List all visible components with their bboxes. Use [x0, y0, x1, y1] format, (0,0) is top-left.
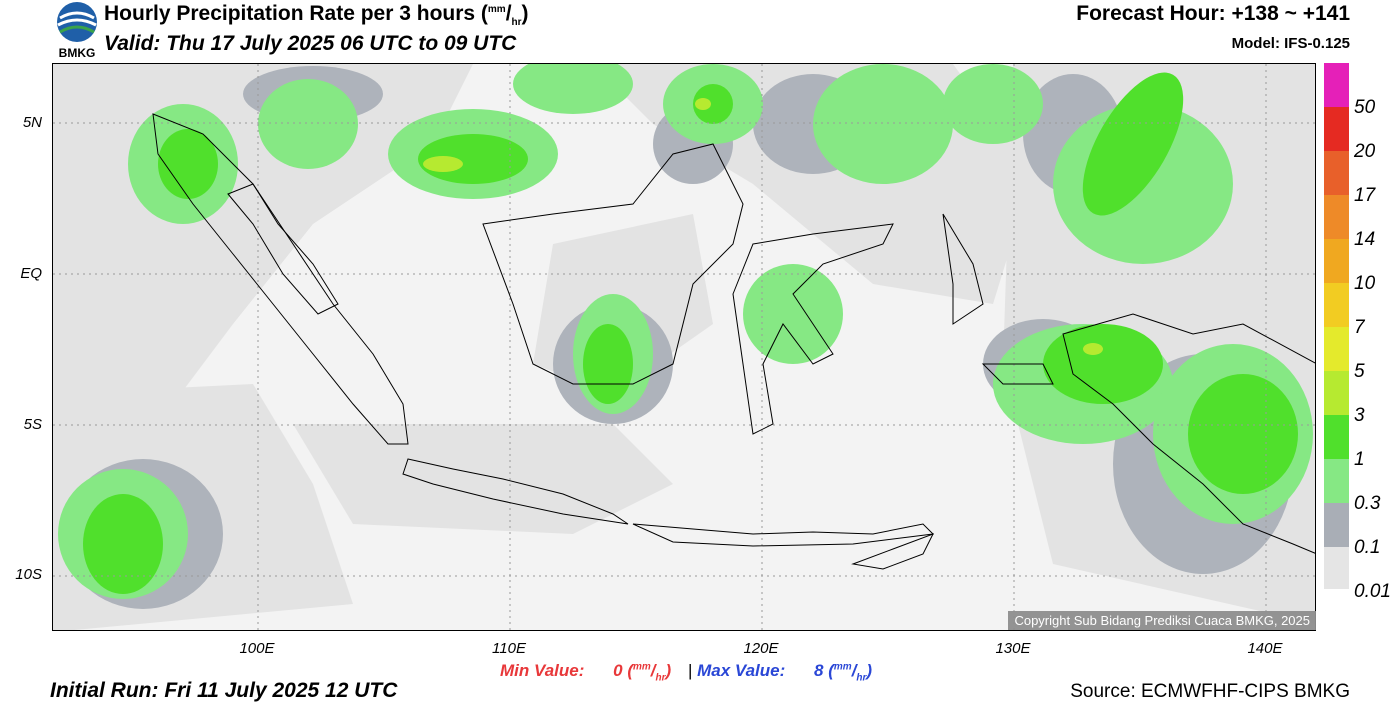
legend-swatch-1: [1324, 415, 1349, 459]
legend-swatch-0-1: [1324, 503, 1349, 547]
logo-text: BMKG: [58, 46, 96, 60]
min-unit: (mm/hr): [627, 661, 672, 684]
lat-label-5s: 5S: [23, 416, 42, 433]
lon-label-100e: 100E: [239, 640, 275, 657]
page-title: Hourly Precipitation Rate per 3 hours (m…: [104, 2, 529, 29]
min-label: Min Value:: [500, 661, 585, 680]
color-legend: [1324, 63, 1349, 589]
legend-label-50: 50: [1354, 97, 1376, 118]
legend-label-1: 1: [1354, 449, 1365, 470]
legend-label-0-01: 0.01: [1354, 581, 1391, 602]
legend-label-14: 14: [1354, 229, 1376, 250]
copyright-notice: Copyright Sub Bidang Prediksi Cuaca BMKG…: [1008, 611, 1316, 630]
separator: |: [687, 661, 693, 680]
lat-label-5n: 5N: [22, 114, 42, 131]
legend-swatch-50plus: [1324, 63, 1349, 107]
max-label: Max Value:: [697, 661, 786, 680]
bmkg-logo: [52, 0, 102, 60]
lon-label-120e: 120E: [743, 640, 779, 657]
lat-label-eq: EQ: [20, 265, 42, 282]
precipitation-map: [52, 63, 1316, 631]
legend-swatch-5: [1324, 327, 1349, 371]
legend-swatch-3: [1324, 371, 1349, 415]
max-value: 8: [814, 661, 824, 680]
legend-label-5: 5: [1354, 361, 1365, 382]
data-source: Source: ECMWFHF-CIPS BMKG: [1070, 681, 1350, 702]
legend-swatch-0-01: [1324, 547, 1349, 589]
forecast-hour: Forecast Hour: +138 ~ +141: [1076, 2, 1350, 25]
legend-label-7: 7: [1354, 317, 1365, 338]
map-canvas: [53, 64, 1315, 630]
legend-label-0-1: 0.1: [1354, 537, 1381, 558]
model-name: Model: IFS-0.125: [1231, 35, 1350, 52]
legend-label-3: 3: [1354, 405, 1365, 426]
lon-label-140e: 140E: [1247, 640, 1283, 657]
legend-swatch-10: [1324, 239, 1349, 283]
legend-swatch-17: [1324, 151, 1349, 195]
lon-label-130e: 130E: [995, 640, 1031, 657]
lon-label-110e: 110E: [492, 640, 526, 657]
legend-swatch-7: [1324, 283, 1349, 327]
min-max-values: Min Value: 0 (mm/hr) | Max Value: 8 (mm/…: [500, 661, 872, 683]
lat-label-10s: 10S: [15, 566, 42, 583]
heavy-rain-areas: [83, 72, 1298, 594]
legend-label-17: 17: [1354, 185, 1376, 206]
legend-label-20: 20: [1354, 141, 1376, 162]
legend-swatch-0-3: [1324, 459, 1349, 503]
valid-time: Valid: Thu 17 July 2025 06 UTC to 09 UTC: [104, 32, 517, 55]
legend-swatch-14: [1324, 195, 1349, 239]
legend-label-10: 10: [1354, 273, 1376, 294]
initial-run: Initial Run: Fri 11 July 2025 12 UTC: [50, 679, 398, 702]
legend-swatch-20: [1324, 107, 1349, 151]
coastlines: [152, 113, 1315, 570]
max-unit: (mm/hr): [828, 661, 873, 684]
legend-label-0-3: 0.3: [1354, 493, 1381, 514]
min-value: 0: [613, 661, 623, 680]
intense-rain-spots: [423, 98, 1103, 355]
graticule: [53, 64, 1315, 630]
